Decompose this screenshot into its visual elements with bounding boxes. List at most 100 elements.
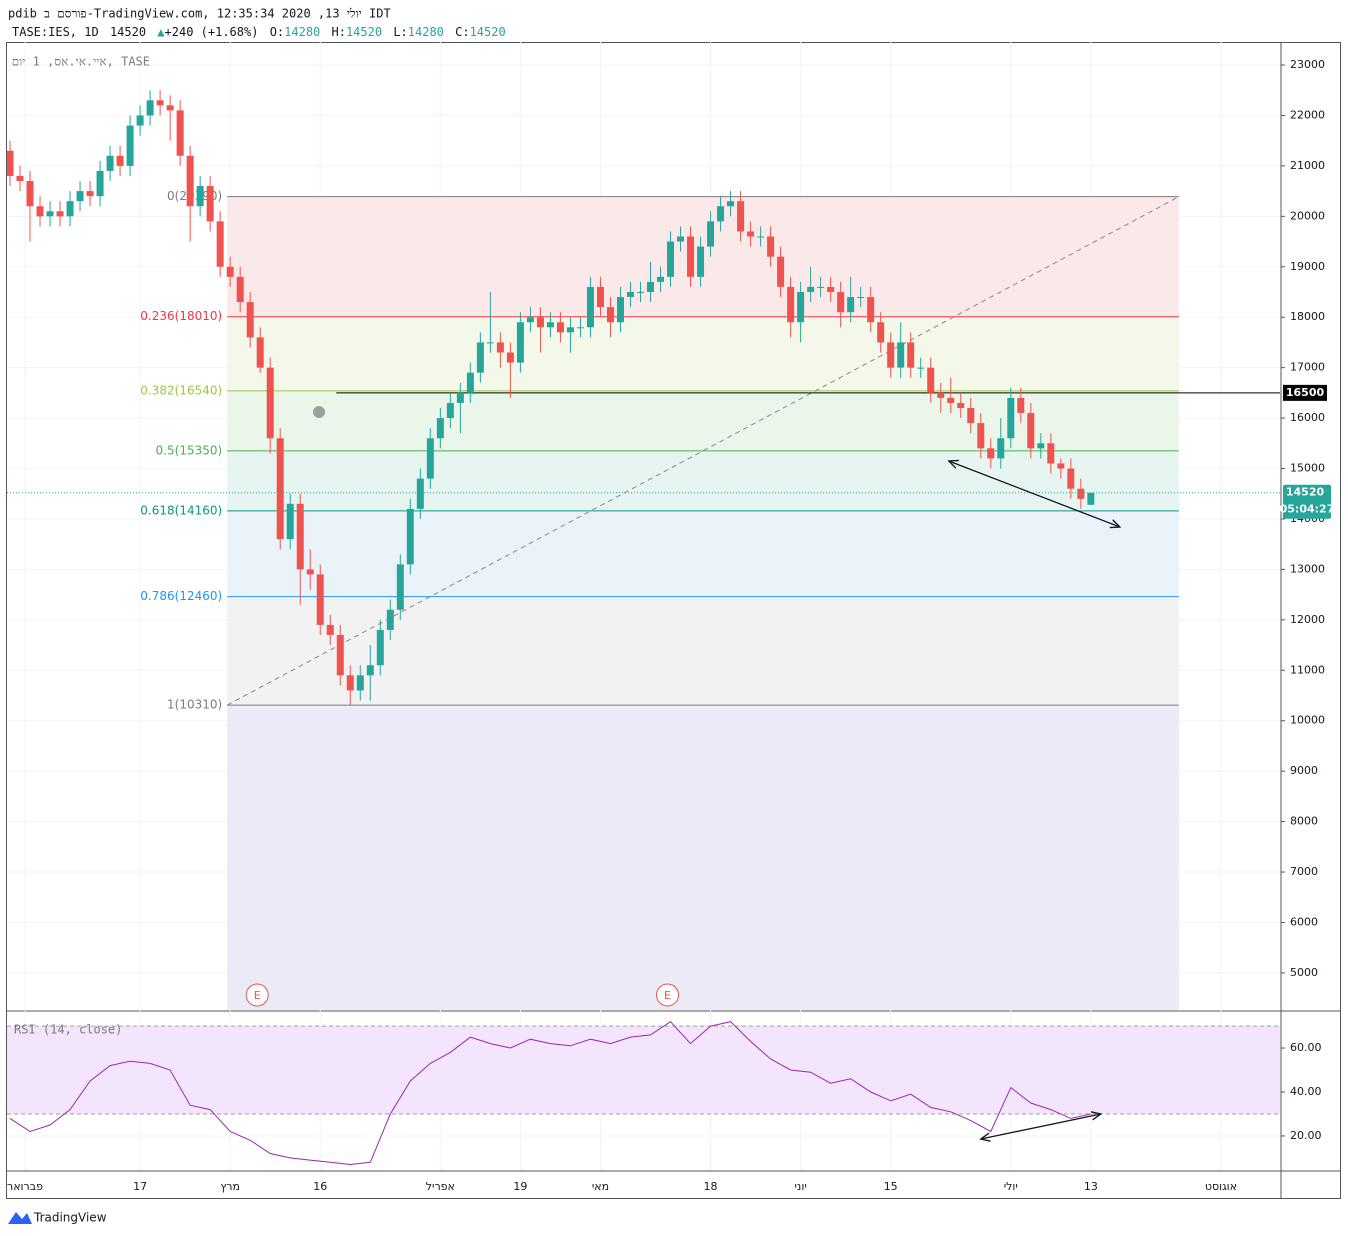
candle-body	[126, 125, 134, 166]
alert-icon	[313, 406, 325, 418]
y-tick-label: 17000	[1290, 361, 1325, 374]
candle-body	[767, 236, 775, 257]
candle-body	[847, 297, 855, 313]
x-tick-label: 16	[313, 1180, 327, 1193]
main-pane: 0(20390) 0.236(18010) 0.382(16540) 0.5(1535…	[7, 90, 1280, 1010]
footer: TradingView	[33, 1211, 107, 1225]
candle-body	[366, 665, 374, 676]
candle-body	[86, 191, 94, 197]
candle-body	[346, 675, 354, 691]
last-price-label-bg	[1283, 484, 1331, 519]
arrow	[949, 461, 1120, 527]
candle-body	[626, 291, 634, 298]
candle-body	[596, 286, 604, 308]
candle-body	[897, 342, 905, 368]
candle-body	[657, 276, 665, 282]
y-tick-label: 16000	[1290, 411, 1325, 424]
candle-body	[1017, 397, 1025, 414]
candle-body	[326, 624, 334, 635]
candle-body	[536, 317, 544, 328]
x-tick-label: יולי	[1004, 1180, 1018, 1193]
candle-body	[96, 170, 104, 197]
y-tick-label: 18000	[1290, 310, 1325, 323]
candle-body	[757, 236, 765, 238]
symbol: TASE:IES, 1D	[12, 25, 99, 39]
candle-body	[717, 206, 725, 222]
rsi-arrow	[981, 1114, 1101, 1139]
up-arrow: ▲	[157, 25, 165, 39]
candle-body	[837, 291, 845, 313]
candle-body	[116, 155, 124, 166]
y-tick-label: 8000	[1290, 815, 1318, 828]
change: +240 (+1.68%)	[165, 25, 259, 39]
candle-body	[446, 402, 454, 419]
candle-body	[286, 503, 294, 540]
candle-body	[1087, 492, 1095, 505]
candle-body	[787, 286, 795, 323]
y-tick-label: 7000	[1290, 865, 1318, 878]
candle-body	[687, 236, 695, 277]
candle-body	[857, 297, 865, 299]
candle-body	[36, 206, 44, 217]
candle-body	[877, 322, 885, 343]
candle-body	[867, 297, 875, 323]
candle-body	[707, 221, 715, 247]
candle-body	[556, 322, 564, 333]
candle-body	[476, 342, 484, 373]
x-tick-label: פברואר	[7, 1180, 43, 1193]
fib-zone	[227, 705, 1179, 1010]
rsi-y-tick-label: 40.00	[1290, 1085, 1322, 1098]
event-label: E	[254, 989, 261, 1002]
rsi-y-tick-label: 20.00	[1290, 1129, 1322, 1142]
y-tick-label: 13000	[1290, 562, 1325, 575]
candle-body	[1037, 443, 1045, 449]
y-tick-label: 11000	[1290, 663, 1325, 676]
candle-body	[1027, 413, 1035, 449]
event-label: E	[664, 989, 671, 1002]
x-tick-label: 18	[704, 1180, 718, 1193]
o-label: O:	[270, 25, 284, 39]
event-marker	[245, 983, 269, 1007]
y-tick-label: 6000	[1290, 915, 1318, 928]
candle-body	[546, 322, 554, 328]
rsi-band	[7, 1026, 1280, 1114]
candle-body	[456, 392, 464, 403]
rsi-y-tick-label: 60.00	[1290, 1041, 1322, 1054]
candle-body	[817, 286, 825, 288]
y-tick-label: 20000	[1290, 209, 1325, 222]
x-tick-label: יוני	[794, 1180, 806, 1193]
fib-label: 0.786(12460)	[140, 589, 222, 603]
candle-body	[907, 342, 915, 368]
candle-body	[106, 155, 114, 171]
candle-body	[987, 448, 995, 459]
candle-body	[386, 609, 394, 630]
candle-body	[216, 221, 224, 267]
candle-body	[917, 367, 925, 369]
x-tick-label: 17	[133, 1180, 147, 1193]
candle-body	[376, 629, 384, 666]
last-price-label: 14520	[1286, 486, 1325, 499]
candle-body	[296, 503, 304, 570]
candle-body	[526, 317, 534, 323]
last-price: 14520	[110, 25, 146, 39]
candle-body	[616, 297, 624, 323]
candle-body	[1067, 468, 1075, 489]
h-label: H:	[332, 25, 346, 39]
rsi-line	[9, 1021, 1092, 1166]
candle-body	[66, 201, 74, 217]
candle-body	[46, 211, 54, 217]
fib-label: 0.382(16540)	[140, 383, 222, 397]
candle-body	[356, 675, 364, 691]
candle-body	[957, 402, 965, 408]
candle-body	[586, 286, 594, 328]
candle-body	[396, 564, 404, 610]
symbol-legend: איי.אי.אס, 1 יום, TASE	[12, 55, 150, 69]
y-tick-label: 19000	[1290, 260, 1325, 273]
y-tick-label: 9000	[1290, 764, 1318, 777]
fib-label: 0.236(18010)	[140, 309, 222, 323]
y-tick-label: 22000	[1290, 108, 1325, 121]
tv-logo: TradingView	[8, 1211, 107, 1225]
y-tick-label: 5000	[1290, 966, 1318, 979]
axes: פברואר 17 מרץ 16 אפריל 19 מאי 18 יוני 15 יולי 13 אוג…	[7, 58, 1334, 1193]
